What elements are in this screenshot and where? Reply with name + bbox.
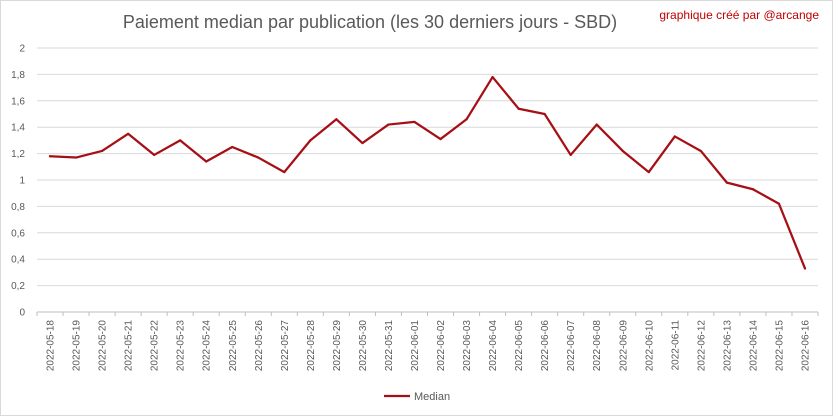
data-point: [283, 170, 286, 174]
x-tick-label: 2022-06-03: [462, 320, 473, 372]
data-point: [74, 156, 78, 159]
x-tick-label: 2022-06-10: [644, 320, 655, 372]
data-point: [231, 145, 234, 149]
data-point: [205, 160, 208, 163]
x-tick-label: 2022-06-16: [800, 320, 811, 372]
data-point: [517, 107, 520, 110]
data-point: [361, 141, 364, 145]
data-point: [595, 123, 598, 126]
data-point: [439, 137, 442, 141]
x-tick-label: 2022-05-18: [46, 320, 57, 372]
x-tick-label: 2022-06-05: [514, 320, 525, 372]
x-tick-label: 2022-06-14: [748, 320, 759, 372]
legend-label: Median: [414, 391, 450, 403]
data-point: [387, 123, 390, 126]
x-tick-label: 2022-05-25: [228, 320, 239, 372]
x-tick-label: 2022-05-29: [332, 320, 343, 372]
x-tick-label: 2022-06-13: [722, 320, 733, 372]
data-point: [309, 139, 312, 142]
data-point: [48, 155, 52, 158]
data-point: [777, 202, 781, 205]
x-tick-label: 2022-06-08: [592, 320, 603, 372]
x-tick-label: 2022-06-04: [488, 320, 499, 372]
y-tick-label: 1,8: [11, 70, 25, 81]
data-point: [569, 153, 572, 157]
data-point: [127, 132, 130, 135]
data-point: [751, 188, 755, 191]
y-tick-label: 1: [19, 176, 25, 187]
x-tick-label: 2022-05-23: [176, 320, 187, 372]
data-point: [491, 75, 494, 79]
x-tick-label: 2022-06-09: [618, 320, 629, 372]
data-point: [335, 118, 338, 121]
x-tick-label: 2022-05-19: [72, 320, 83, 372]
x-tick-label: 2022-06-01: [410, 320, 421, 372]
x-tick-label: 2022-06-11: [670, 320, 681, 371]
data-point: [413, 120, 416, 124]
data-point: [179, 139, 182, 142]
y-tick-label: 0: [19, 308, 25, 319]
data-point: [153, 153, 156, 157]
chart-title: Paiement median par publication (les 30 …: [122, 12, 618, 32]
y-tick-label: 0,8: [11, 202, 25, 213]
data-point: [673, 135, 676, 138]
data-point: [699, 149, 702, 153]
x-tick-label: 2022-05-20: [98, 320, 109, 372]
data-point: [257, 156, 260, 159]
x-tick-label: 2022-06-02: [436, 320, 447, 372]
chart-credit: graphique créé par @arcange: [659, 8, 819, 22]
x-tick-label: 2022-05-30: [358, 320, 369, 372]
x-tick-label: 2022-06-15: [774, 320, 785, 372]
x-tick-label: 2022-05-21: [124, 320, 135, 372]
data-point: [100, 149, 104, 153]
x-tick-label: 2022-05-27: [280, 320, 291, 372]
data-point: [725, 181, 728, 184]
data-point: [621, 149, 624, 153]
data-point: [465, 118, 468, 121]
y-tick-label: 1,4: [11, 123, 25, 134]
series-line-median: [48, 75, 807, 270]
x-tick-label: 2022-05-31: [384, 320, 395, 372]
data-point: [543, 112, 546, 116]
y-tick-label: 0,6: [11, 228, 25, 239]
x-tick-label: 2022-05-22: [150, 320, 161, 372]
x-tick-label: 2022-05-28: [306, 320, 317, 372]
data-point: [647, 170, 650, 174]
x-tick-label: 2022-05-26: [254, 320, 265, 372]
y-tick-label: 1,2: [11, 149, 25, 160]
x-tick-label: 2022-06-07: [566, 320, 577, 372]
x-tick-label: 2022-06-06: [540, 320, 551, 372]
y-tick-label: 0,4: [11, 255, 25, 266]
y-tick-label: 0,2: [11, 281, 25, 292]
data-point: [803, 267, 807, 270]
y-tick-label: 1,6: [11, 96, 25, 107]
y-tick-label: 2: [19, 44, 25, 55]
x-tick-label: 2022-06-12: [696, 320, 707, 372]
x-tick-label: 2022-05-24: [202, 320, 213, 372]
